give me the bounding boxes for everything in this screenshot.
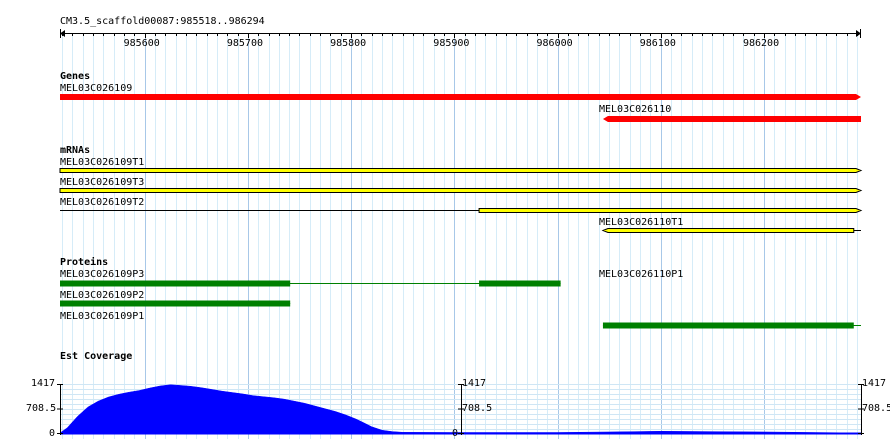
- est-coverage-track-title: Est Coverage: [60, 351, 133, 362]
- protein-label[interactable]: MEL03C026110P1: [599, 269, 684, 280]
- proteins-track-title: Proteins: [60, 257, 109, 268]
- protein-block: [479, 280, 561, 287]
- mrna-label[interactable]: MEL03C026109T2: [60, 197, 145, 208]
- protein-label[interactable]: MEL03C026109P3: [60, 269, 145, 280]
- coverage-axis-zero: 0: [452, 428, 459, 439]
- gene-feature: [60, 94, 861, 100]
- mrna-exon-block: [59, 188, 863, 193]
- gene-label[interactable]: MEL03C026109: [60, 83, 133, 94]
- region-label: CM3.5_scaffold00087:985518..986294: [60, 16, 265, 27]
- coverage-axis-max: 1417: [462, 378, 487, 389]
- proteins-track[interactable]: [60, 280, 861, 329]
- ruler-tick-label: 985600: [123, 38, 160, 49]
- mrna-label[interactable]: MEL03C026109T3: [60, 177, 145, 188]
- mrnas-track[interactable]: [59, 168, 863, 233]
- coverage-axis-mid: 708.5: [862, 403, 890, 414]
- genes-track[interactable]: [60, 94, 861, 122]
- grid-lines: [62, 35, 858, 439]
- coverage-axis-mid: 708.5: [462, 403, 493, 414]
- protein-block: [60, 300, 291, 307]
- ruler-tick-label: 986000: [536, 38, 573, 49]
- ruler-tick-label: 986100: [639, 38, 676, 49]
- protein-label[interactable]: MEL03C026109P1: [60, 311, 145, 322]
- mrnas-track-title: mRNAs: [60, 145, 91, 156]
- coverage-axis-max: 1417: [862, 378, 887, 389]
- protein-block: [602, 322, 854, 329]
- coverage-axis-max: 1417: [31, 378, 56, 389]
- gene-label[interactable]: MEL03C026110: [599, 104, 672, 115]
- ruler-tick-label: 985700: [226, 38, 263, 49]
- coverage-axis-zero: 0: [49, 428, 56, 439]
- coverage-area: [59, 384, 862, 434]
- mrna-exon-block: [601, 228, 855, 233]
- mrna-exon-block: [59, 168, 863, 173]
- est-coverage-track[interactable]: [57, 384, 864, 435]
- mrna-exon-block: [478, 208, 863, 213]
- coverage-axis-mid: 708.5: [26, 403, 57, 414]
- protein-label[interactable]: MEL03C026109P2: [60, 290, 145, 301]
- gene-feature: [602, 116, 861, 122]
- genes-track-title: Genes: [60, 71, 91, 82]
- ruler-tick-label: 986200: [742, 38, 780, 49]
- mrna-label[interactable]: MEL03C026110T1: [599, 217, 684, 228]
- ruler-tick-label: 985900: [433, 38, 470, 49]
- ruler[interactable]: [60, 29, 861, 38]
- ruler-tick-label: 985800: [330, 38, 367, 49]
- mrna-label[interactable]: MEL03C026109T1: [60, 157, 145, 168]
